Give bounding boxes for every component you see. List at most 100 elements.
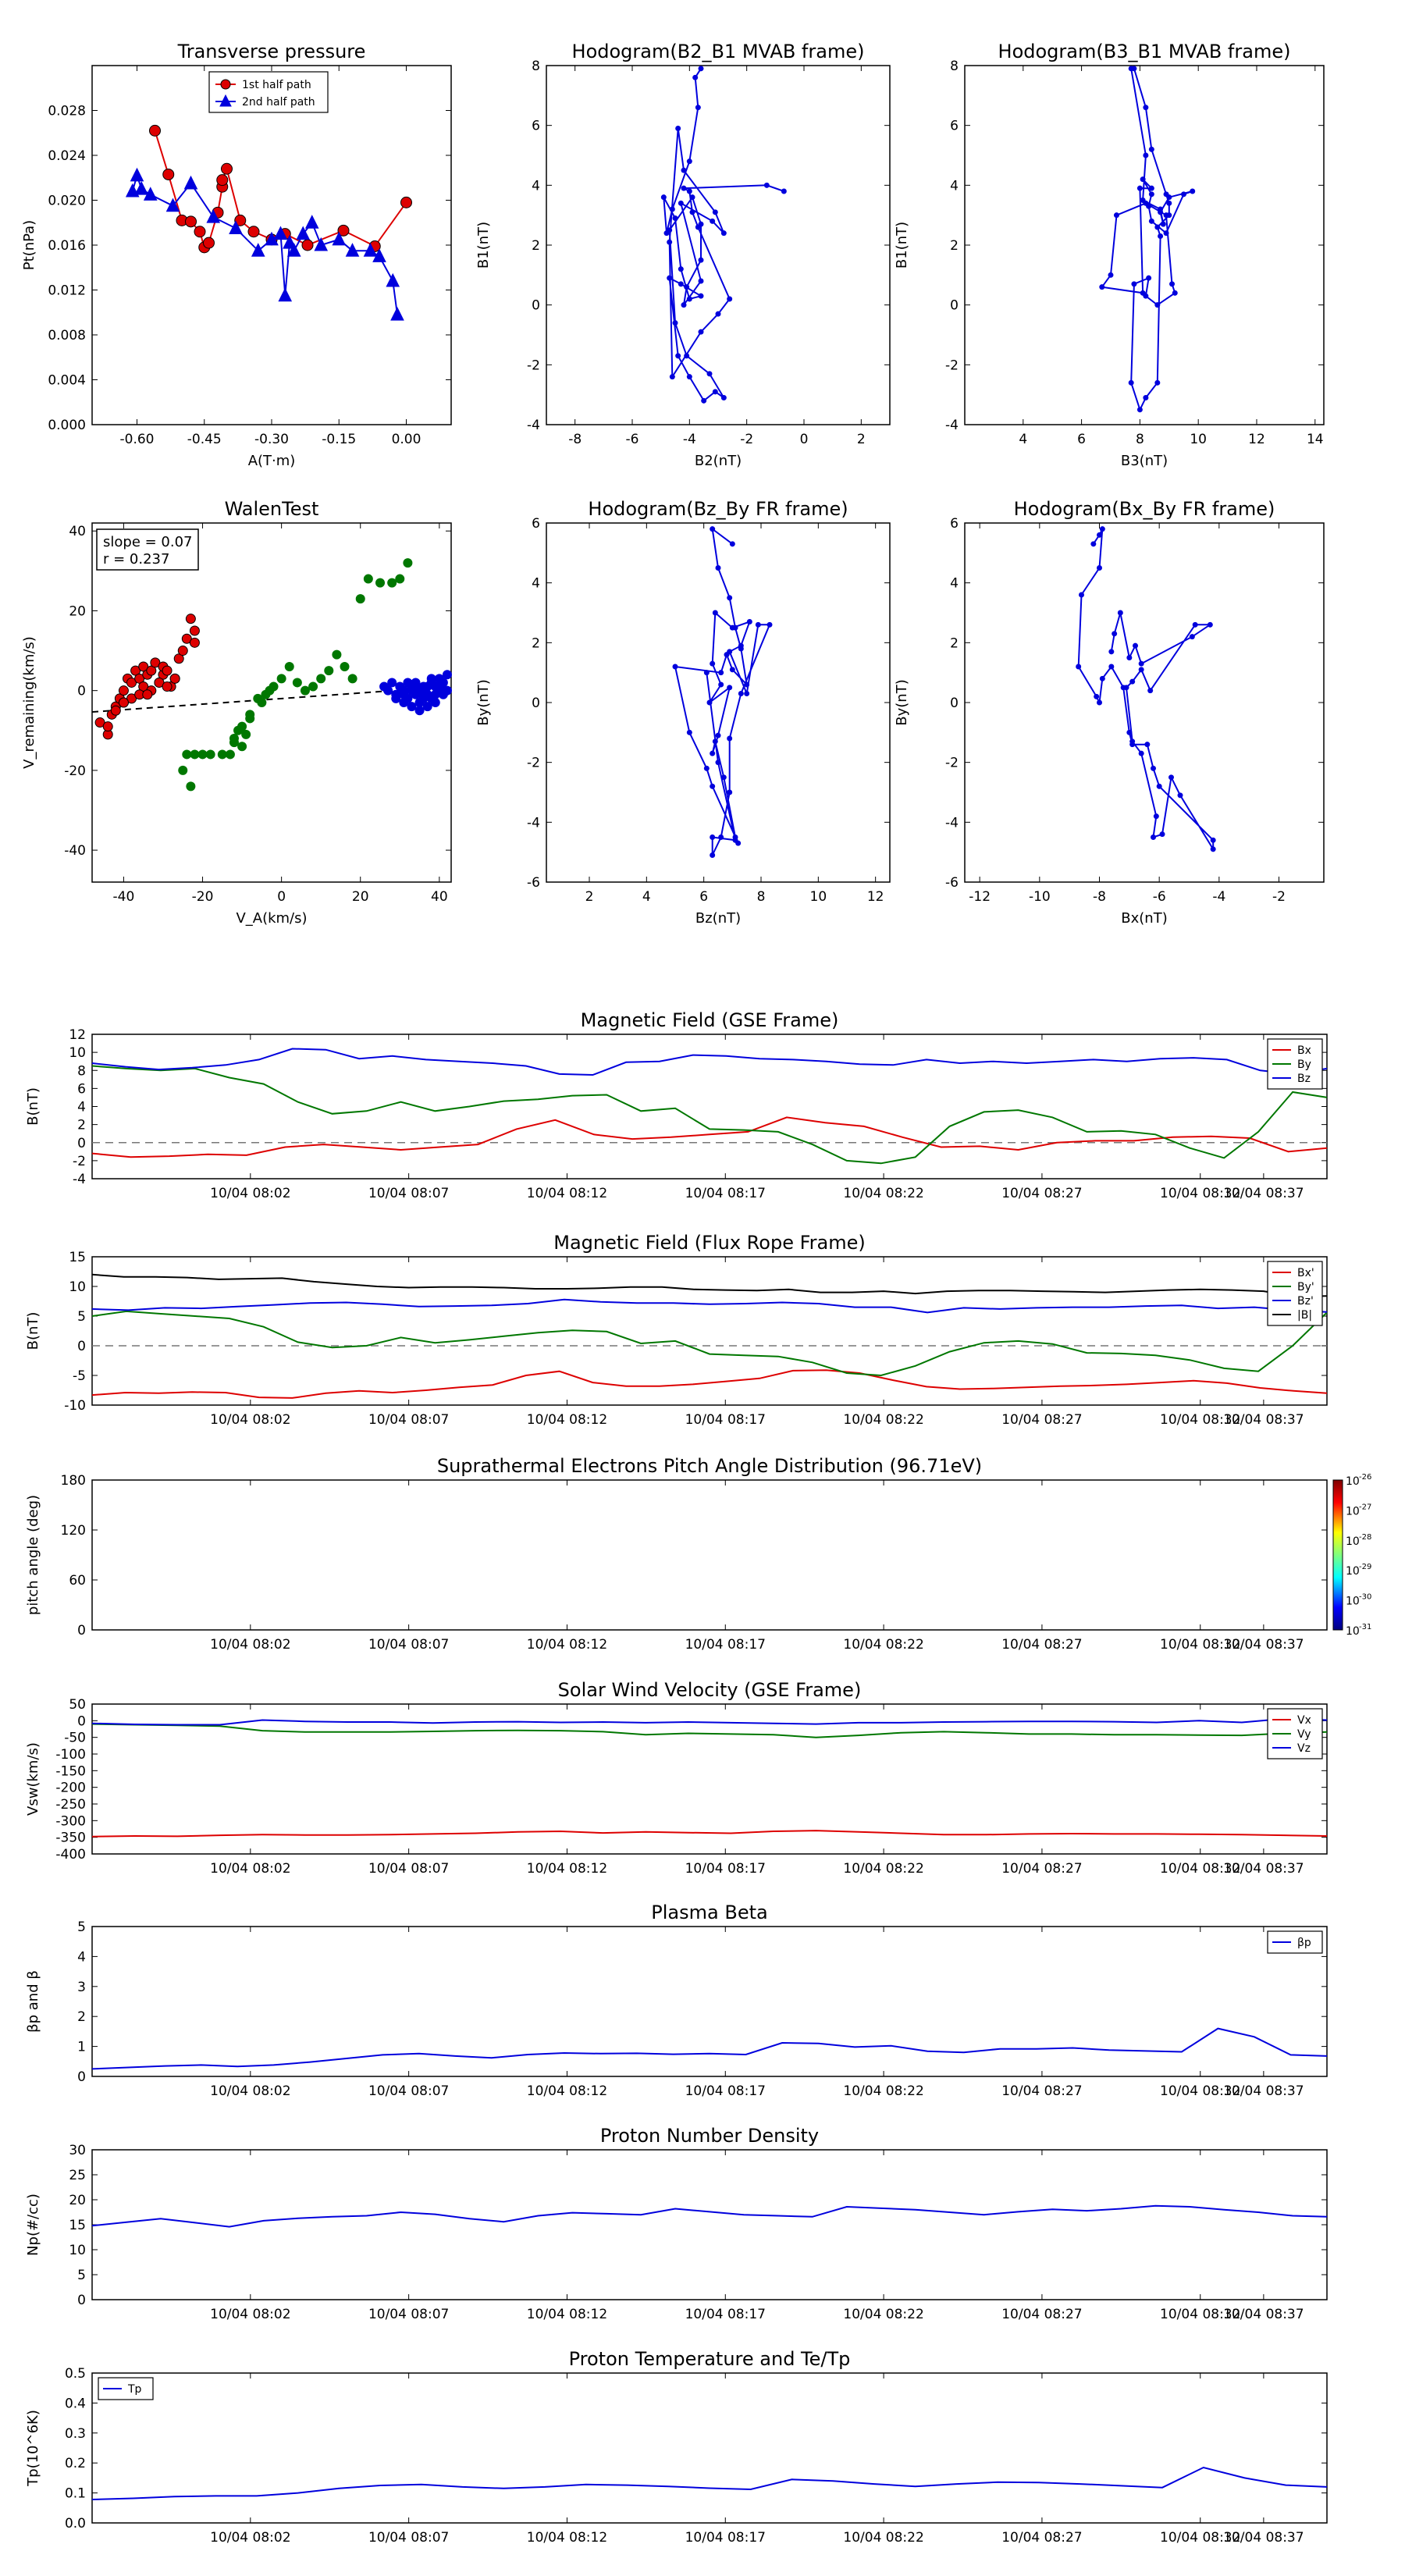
row-6-ytick-label: 30 (69, 2143, 86, 2158)
row-7-xtick-label: 10/04 08:32 (1160, 2530, 1240, 2546)
panel-2-series1-point (689, 209, 695, 215)
row-6-ytick-label: 15 (69, 2218, 86, 2233)
row-4-frame (91, 1703, 1328, 1855)
panel-3-xtick-label: 8 (1136, 432, 1144, 447)
panel-4-series2-point (324, 666, 334, 676)
panel-2-series1-point (681, 302, 687, 308)
row-3-colorbar-label: 10 -30 (1346, 1593, 1371, 1608)
panel-3-ytick-label: -2 (945, 358, 959, 373)
panel-2-series1-point (686, 188, 692, 194)
panel-1-series2-point (134, 181, 149, 195)
row-5-frame (91, 1926, 1328, 2077)
row-2-xtick-label: 10/04 08:02 (210, 1412, 290, 1428)
panel-4-annotation-box (96, 528, 199, 571)
row-4-ytick-label: -300 (55, 1813, 86, 1829)
panel-1-ytick-label: 0.020 (48, 194, 86, 209)
panel-4-series2-point (363, 574, 373, 584)
row-1-ytick-label: 0 (77, 1136, 86, 1151)
panel-2-series1-point (698, 278, 704, 284)
panel-2-series1-point (727, 296, 733, 302)
panel-1-title: Transverse pressure (177, 41, 366, 62)
panel-4-title: WalenTest (225, 498, 319, 520)
row-7-ytick-label: 0.0 (65, 2516, 86, 2532)
panel-1-series2-point (304, 215, 319, 229)
panel-5-xtick-label: 8 (757, 889, 766, 905)
panel-4-series1-point (118, 685, 129, 696)
row-1-xtick-label: 10/04 08:32 (1160, 1186, 1240, 1201)
panel-5-series1-point (727, 685, 733, 691)
panel-4-ytick-label: -40 (64, 843, 86, 859)
row-7-xtick-label: 10/04 08:22 (843, 2530, 923, 2546)
panel-4-series1-point (162, 665, 173, 676)
panel-4-series3-point (434, 681, 444, 692)
row-2-legend-label: By' (1297, 1281, 1314, 1293)
panel-4-series2-point (276, 674, 286, 684)
panel-3-xlabel: B3(nT) (1121, 453, 1168, 469)
panel-3-series1-point (1131, 281, 1137, 287)
row-4-xtick-label: 10/04 08:17 (685, 1861, 766, 1877)
panel-4-series1-point (142, 689, 153, 700)
panel-1-series2-point (273, 226, 288, 240)
row-3-xtick-label: 10/04 08:37 (1223, 1637, 1304, 1653)
panel-5-series1-point (744, 681, 750, 688)
panel-1-series1-point (221, 162, 233, 175)
panel-1-series2-point (283, 235, 297, 249)
panel-1-ytick-label: 0.024 (48, 148, 86, 164)
row-7-xtick-label: 10/04 08:37 (1223, 2530, 1304, 2546)
panel-1-series1-point (301, 239, 314, 251)
row-6-ytick-label: 20 (69, 2193, 86, 2208)
row-4-ytick-label: -100 (55, 1747, 86, 1763)
panel-5-series1-point (720, 774, 727, 781)
row-2-xtick-label: 10/04 08:12 (527, 1412, 607, 1428)
row-3-ytick-label: 120 (61, 1523, 86, 1539)
panel-2-series1-point (710, 218, 716, 224)
panel-3-series1-point (1169, 281, 1176, 287)
row-3-ytick-label: 0 (77, 1623, 86, 1638)
panel-4-series2-point (387, 578, 397, 588)
panel-6-series1-point (1079, 592, 1084, 598)
panel-1-ytick-label: 0.016 (48, 238, 86, 254)
panel-4-series2-point (197, 749, 208, 760)
panel-4-series2-point (225, 749, 235, 760)
panel-1-series2-point (206, 208, 221, 223)
panel-4-series2-point (308, 681, 318, 692)
panel-3-xtick-label: 12 (1248, 432, 1265, 447)
row-3-colorbar-base: 10 (1346, 1505, 1360, 1517)
panel-4-series2-point (340, 662, 350, 671)
panel-6-series1-point (1097, 532, 1102, 538)
panel-2-series1-point (686, 296, 692, 302)
row-5-ytick-label: 5 (77, 1920, 86, 1935)
row-5-legend-label: βp (1297, 1937, 1311, 1949)
row-4-series-2 (91, 1723, 1328, 1738)
row-2-ytick-label: 10 (69, 1279, 86, 1295)
row-1-ytick-label: 12 (69, 1027, 86, 1043)
panel-5-xtick-label: 4 (642, 889, 651, 905)
panel-5-series1-point (712, 610, 718, 616)
panel-2-xtick-label: -2 (740, 432, 753, 447)
panel-5-series1-point (715, 760, 721, 766)
panel-1-legend-label: 2nd half path (242, 96, 315, 109)
row-2-series-4 (91, 1273, 1328, 1297)
row-4-xtick-label: 10/04 08:27 (1001, 1861, 1082, 1877)
panel-1-series2-point (332, 231, 347, 246)
panel-4-series2-point (241, 729, 251, 739)
panel-4-series1-point (126, 677, 137, 688)
panel-4-series3-point (399, 689, 409, 699)
row-5-xtick-label: 10/04 08:12 (527, 2083, 607, 2099)
row-4-legend-label: Vz (1297, 1742, 1311, 1755)
panel-1-ytick-label: 0.012 (48, 283, 86, 299)
row-2-xtick-label: 10/04 08:32 (1160, 1412, 1240, 1428)
panel-6-series1-point (1112, 631, 1118, 637)
panel-6-series1-point (1090, 541, 1097, 547)
panel-2-series1-point (698, 257, 704, 263)
panel-5-xtick-label: 10 (810, 889, 827, 905)
panel-5-series1-point (710, 660, 716, 667)
panel-2-ytick-label: -2 (527, 358, 540, 373)
row-3-title: Suprathermal Electrons Pitch Angle Distr… (437, 1455, 982, 1477)
panel-4-series2-point (217, 749, 227, 760)
row-4-legend-label: Vy (1297, 1728, 1311, 1741)
row-3-xtick-label: 10/04 08:17 (685, 1637, 766, 1653)
panel-5-series1-point (715, 565, 721, 571)
panel-1-series2-point (363, 243, 378, 257)
panel-6-ylabel: By(nT) (894, 679, 910, 725)
